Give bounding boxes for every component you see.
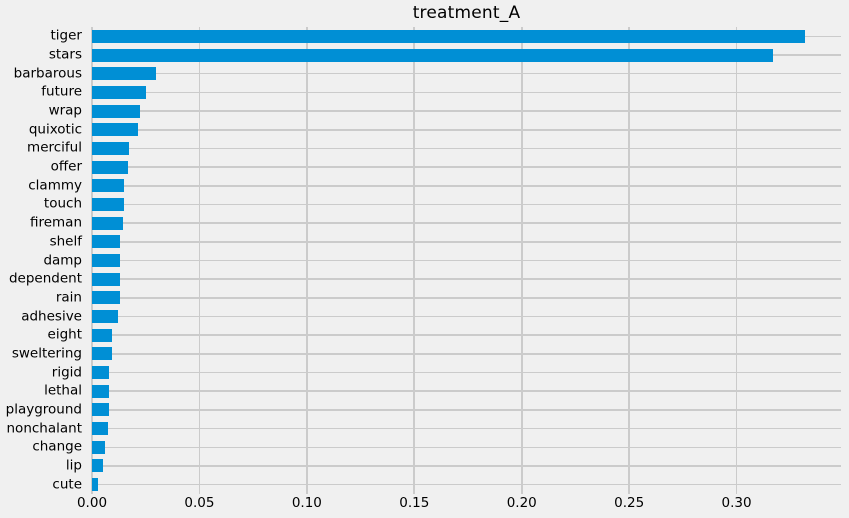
h-gridline <box>92 390 841 393</box>
bar <box>92 67 157 81</box>
y-tick-label: rigid <box>51 364 82 381</box>
chart-title: treatment_A <box>412 3 521 23</box>
h-gridline <box>92 184 841 187</box>
bar <box>92 197 124 211</box>
h-gridline <box>92 315 841 318</box>
y-tick-label: clammy <box>28 177 82 194</box>
bar <box>92 384 109 398</box>
bar <box>92 272 120 286</box>
h-gridline <box>92 128 841 131</box>
y-tick-label: touch <box>43 196 82 213</box>
y-tick-label: quixotic <box>28 121 82 138</box>
y-tick-label: shelf <box>49 233 82 250</box>
x-tick-label: 0.25 <box>614 495 645 511</box>
h-gridline <box>92 371 841 374</box>
h-gridline <box>92 483 841 486</box>
bar <box>92 141 129 155</box>
bar <box>92 48 774 62</box>
bar <box>92 422 109 436</box>
y-tick-label: sweltering <box>11 345 82 362</box>
bar <box>92 254 121 267</box>
y-tick-label: tiger <box>50 28 82 45</box>
bar <box>92 179 125 193</box>
bar <box>92 459 103 473</box>
y-tick-label: lethal <box>44 382 82 399</box>
h-gridline <box>92 91 841 94</box>
y-tick-label: change <box>32 438 82 455</box>
y-tick-label: eight <box>47 326 82 343</box>
h-gridline <box>92 465 841 467</box>
y-axis-labels: tiger stars barbarous future wrap quixotic mer… <box>0 27 87 494</box>
y-tick-label: dependent <box>8 270 82 287</box>
bar <box>92 216 124 230</box>
y-tick-label: future <box>41 84 82 101</box>
h-gridline <box>92 241 841 243</box>
bar <box>92 235 121 249</box>
h-gridline <box>92 203 841 206</box>
y-tick-label: playground <box>5 401 82 418</box>
bar <box>92 104 141 118</box>
y-tick-label: nonchalant <box>6 420 83 437</box>
x-tick-label: 0.10 <box>291 495 322 511</box>
h-gridline <box>92 353 841 355</box>
plot-area <box>91 27 841 494</box>
bar <box>92 440 106 454</box>
bar <box>92 123 139 137</box>
bar <box>92 310 118 324</box>
y-tick-label: cute <box>52 476 82 493</box>
x-tick-label: 0.00 <box>76 495 108 511</box>
y-tick-label: stars <box>48 46 82 63</box>
h-gridline <box>92 222 841 224</box>
y-tick-label: wrap <box>48 102 82 119</box>
y-tick-label: barbarous <box>13 65 82 82</box>
h-gridline <box>92 297 841 299</box>
h-gridline <box>92 278 841 280</box>
h-gridline <box>92 72 841 75</box>
h-gridline <box>92 147 841 150</box>
bar <box>92 291 120 305</box>
h-gridline <box>92 334 841 336</box>
bar <box>92 347 112 361</box>
h-gridline <box>92 110 841 112</box>
bar <box>92 85 146 99</box>
h-gridline <box>92 166 841 168</box>
bar <box>92 478 99 492</box>
bar <box>92 403 109 417</box>
bar <box>92 160 129 174</box>
x-axis-labels: 0.00 0.05 0.10 0.15 0.20 0.25 0.30 <box>77 495 841 515</box>
bar <box>92 328 113 342</box>
y-tick-label: lip <box>65 457 82 474</box>
y-tick-label: offer <box>50 158 82 175</box>
y-tick-label: adhesive <box>21 308 82 325</box>
y-tick-label: merciful <box>27 140 82 157</box>
h-gridline <box>92 427 841 430</box>
y-tick-label: damp <box>43 252 82 269</box>
x-tick-label: 0.05 <box>184 495 215 511</box>
h-gridline <box>92 446 841 449</box>
bar <box>92 29 806 43</box>
h-gridline <box>92 409 841 411</box>
y-tick-label: fireman <box>29 214 82 231</box>
x-tick-label: 0.15 <box>399 495 430 511</box>
bar <box>92 366 110 380</box>
h-gridline <box>92 259 841 262</box>
x-tick-label: 0.20 <box>506 495 537 511</box>
y-tick-label: rain <box>55 289 82 306</box>
x-tick-label: 0.30 <box>721 495 752 511</box>
